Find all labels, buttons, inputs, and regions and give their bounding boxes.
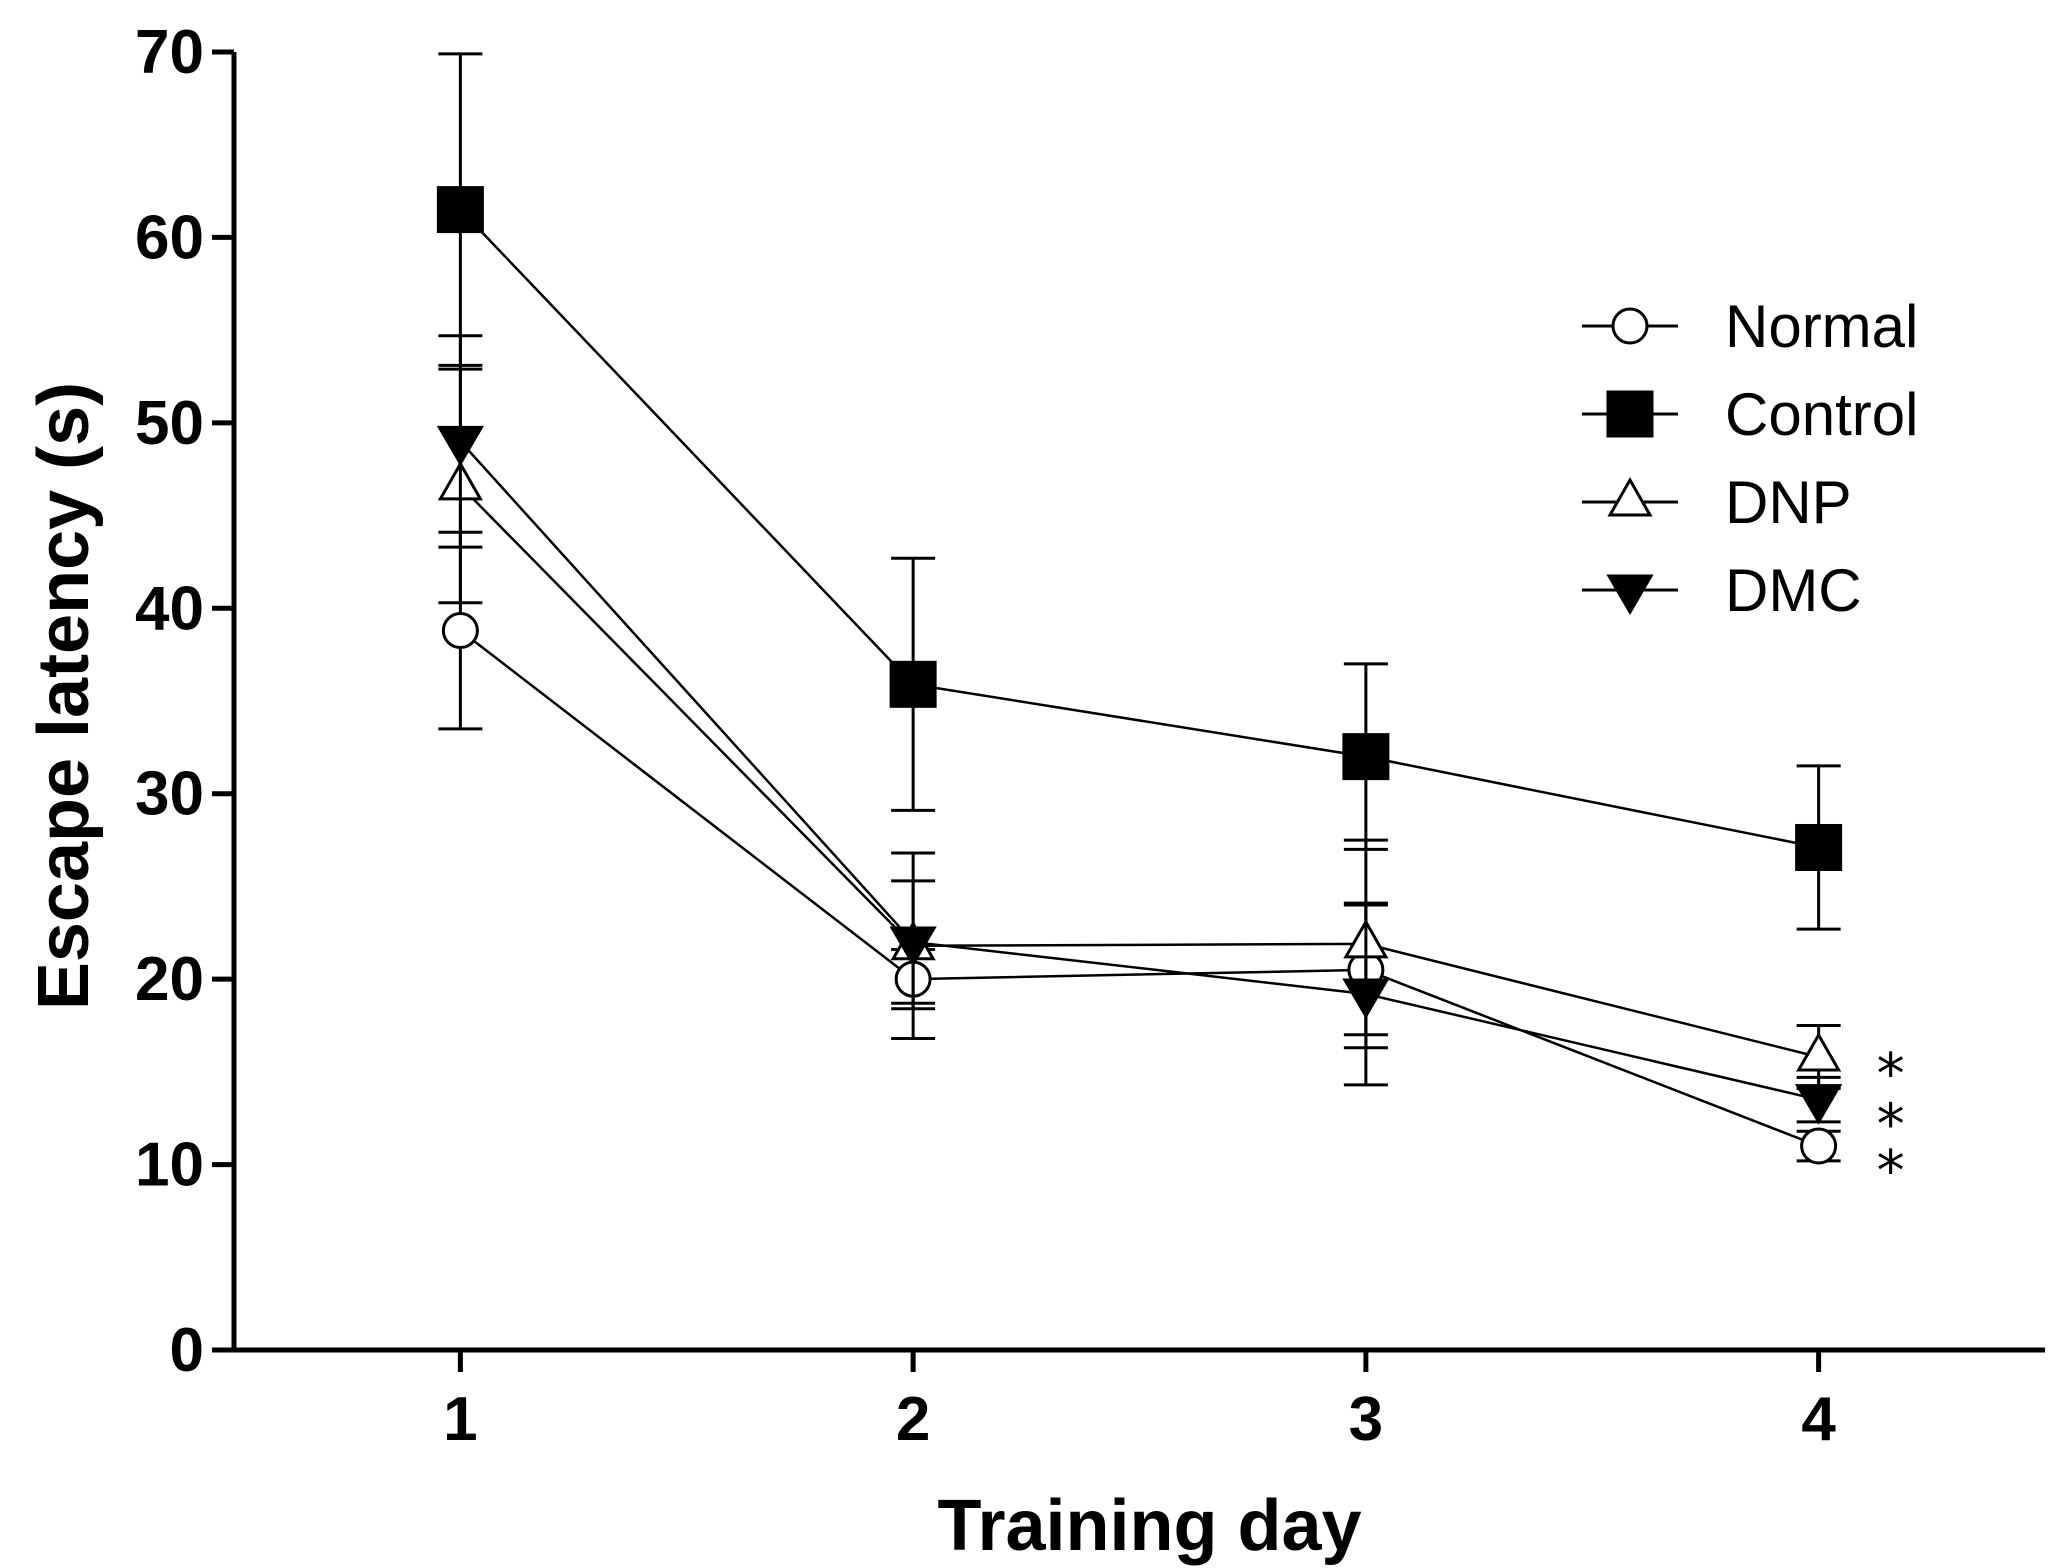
series-normal (438, 530, 1841, 1165)
x-tick-label: 1 (443, 1385, 477, 1454)
legend-item-dmc: DMC (1582, 557, 1862, 624)
significance-star: * (1877, 1093, 1905, 1158)
x-axis-title: Training day (937, 1486, 1361, 1566)
significance-star: * (1877, 1139, 1905, 1204)
legend-label: DMC (1725, 557, 1862, 624)
data-point (436, 186, 484, 234)
legend-item-normal: Normal (1582, 293, 1918, 360)
legend-label: DNP (1725, 469, 1852, 536)
data-point (441, 612, 479, 650)
series-dnp (437, 367, 1842, 1091)
legend-marker (1607, 476, 1653, 517)
series-line (459, 440, 1819, 1101)
data-point (1796, 1031, 1842, 1072)
axes: 0 10 20 30 40 50 60 70 1 2 3 4 (135, 18, 2045, 1454)
data-point (889, 926, 937, 968)
x-tick-label: 4 (1801, 1385, 1836, 1454)
legend: Normal Control DNP DMC (1582, 293, 1918, 624)
series-control (436, 52, 1843, 931)
legend-label: Control (1725, 381, 1918, 448)
series-line (459, 485, 1819, 1059)
y-tick-label: 60 (135, 203, 204, 272)
series-line (459, 208, 1819, 849)
series-line (459, 629, 1820, 1148)
y-tick-label: 30 (135, 760, 204, 829)
series-dmc (436, 334, 1843, 1125)
data-point (1795, 823, 1843, 871)
y-tick-label: 70 (135, 18, 204, 87)
data-point (1342, 978, 1390, 1019)
data-point (1342, 733, 1390, 781)
data-point (436, 425, 484, 467)
legend-item-control: Control (1582, 381, 1918, 448)
data-point (1800, 1127, 1838, 1165)
legend-marker (1611, 307, 1649, 345)
y-tick-label: 40 (135, 574, 204, 643)
series-layer: *** (436, 52, 1905, 1204)
data-point (1795, 1084, 1843, 1125)
legend-item-dnp: DNP (1582, 469, 1852, 536)
y-tick-label: 20 (135, 945, 204, 1014)
x-tick-label: 3 (1349, 1385, 1383, 1454)
data-point (889, 660, 937, 708)
y-axis-title: Escape latency (s) (24, 382, 104, 1010)
legend-marker (1606, 574, 1654, 615)
legend-label: Normal (1725, 293, 1918, 360)
y-tick-label: 0 (170, 1316, 204, 1385)
y-tick-label: 10 (135, 1131, 204, 1200)
significance-star: * (1877, 1042, 1905, 1107)
legend-marker (1606, 390, 1654, 438)
x-tick-label: 2 (896, 1385, 930, 1454)
y-tick-label: 50 (135, 389, 204, 458)
